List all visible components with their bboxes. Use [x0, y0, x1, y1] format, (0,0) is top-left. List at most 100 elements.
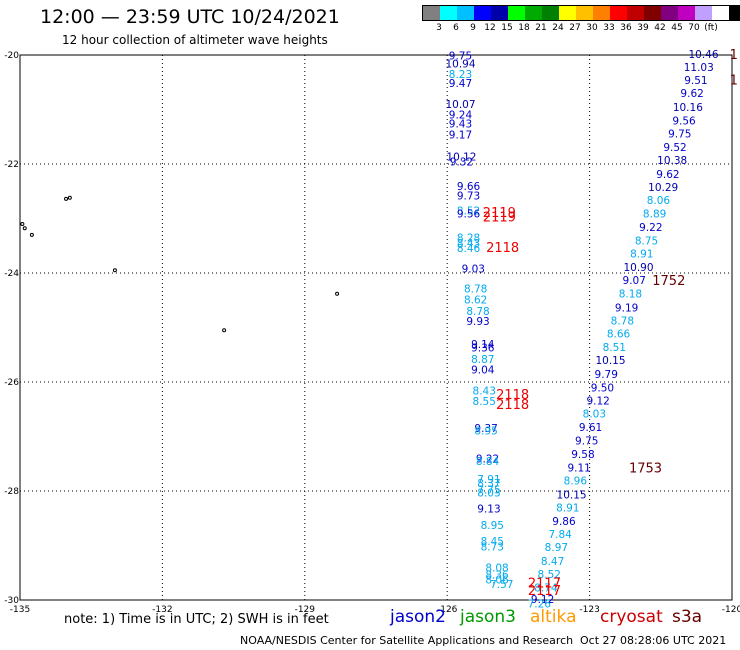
wave-height-value: 10.38 [657, 155, 687, 167]
satellite-label-jason2: jason2 [390, 607, 446, 627]
legend-swatch [712, 6, 729, 20]
legend-swatch [644, 6, 661, 20]
legend-swatch [525, 6, 542, 20]
footnote: note: 1) Time is in UTC; 2) SWH is in fe… [64, 612, 329, 627]
wave-height-value: 8.95 [474, 426, 497, 438]
wave-height-value: 9.19 [615, 302, 638, 314]
wave-height-value: 9.36 [471, 343, 495, 355]
island-marker [20, 221, 25, 226]
longitude-label: -120 [722, 605, 740, 615]
legend-swatch [423, 6, 440, 20]
legend-label: 36 [620, 23, 632, 33]
wave-height-value: 10.07 [445, 99, 475, 111]
legend-swatch [576, 6, 593, 20]
credit-line: NOAA/NESDIS Center for Satellite Applica… [240, 634, 574, 647]
longitude-label: -135 [10, 605, 30, 615]
satellite-label-s3a: s3a [672, 607, 703, 627]
wave-height-value: 8.91 [556, 502, 579, 514]
island-marker [335, 291, 340, 296]
wave-height-value: 8.89 [643, 209, 666, 221]
wave-height-value: 9.22 [639, 222, 662, 234]
wave-height-value: 10.12 [446, 151, 476, 163]
wave-height-value: 8.08 [485, 562, 508, 574]
latitude-label: -28 [4, 487, 19, 497]
legend-label: (ft) [704, 23, 718, 33]
legend-swatch [508, 6, 525, 20]
latitude-label: -26 [4, 378, 19, 388]
pass-number-label: 2117 [528, 584, 561, 599]
wave-height-value: 8.37 [477, 478, 500, 490]
wave-height-value: 8.06 [647, 195, 671, 207]
wave-height-value: 9.12 [531, 594, 554, 606]
wave-height-value: 7.91 [477, 474, 500, 486]
wave-height-value: 7.57 [490, 579, 513, 591]
wave-height-value: 9.75 [449, 51, 472, 63]
wave-height-value: 8.43 [473, 386, 496, 398]
wave-height-value: 9.11 [567, 463, 590, 475]
wave-height-value: 9.47 [449, 78, 472, 90]
wave-height-value: 9.73 [457, 191, 480, 203]
wave-height-value: 10.29 [648, 182, 678, 194]
axis-labels: -135 -132 -129 -126 -123 -120 -20 -22 -24 -26 -28 -… [4, 51, 740, 615]
pass-number-label: 1 [730, 48, 738, 63]
wave-height-value: 8.46 [457, 243, 481, 255]
wave-height-value: 10.15 [557, 489, 587, 501]
wave-height-value: 8.78 [466, 306, 489, 318]
legend-label: 45 [671, 23, 683, 33]
altimeter-tracks: 9.7510.948.239.4710.079.249.439.1710.129… [445, 49, 718, 610]
pass-number-label: 2118 [486, 241, 519, 256]
wave-height-value: 8.06 [485, 574, 509, 586]
wave-height-value: 10.94 [445, 59, 475, 71]
track-west-a: 9.7510.948.239.4710.079.249.439.1710.129… [445, 51, 513, 592]
wave-height-value: 8.87 [471, 354, 494, 366]
wave-height-value: 9.12 [586, 396, 609, 408]
legend-color-bar [422, 5, 740, 21]
legend-label: 30 [586, 23, 598, 33]
wave-height-value: 8.91 [630, 248, 653, 260]
wave-height-value: 8.95 [481, 520, 504, 532]
wave-height-value: 8.47 [541, 556, 564, 568]
pass-number-label: 2119 [483, 206, 516, 221]
wave-height-value: 8.45 [481, 536, 504, 548]
legend-swatch [678, 6, 695, 20]
legend-label: 27 [569, 23, 581, 33]
map-frame [19, 54, 733, 601]
wave-height-value: 8.51 [603, 342, 626, 354]
wave-height-value: 9.43 [449, 119, 472, 131]
wave-height-value: 8.52 [457, 205, 480, 217]
wave-height-value: 9.50 [591, 382, 614, 394]
wave-height-value: 9.66 [457, 181, 481, 193]
island-marker [67, 195, 72, 200]
latitude-label: -20 [4, 51, 19, 61]
legend-swatch [474, 6, 491, 20]
wave-height-value: 8.62 [464, 295, 487, 307]
pass-number-label: 2117 [528, 577, 561, 592]
wave-height-value: 9.17 [449, 130, 472, 142]
pass-number-label: 1753 [629, 462, 662, 477]
wave-height-value: 9.58 [571, 449, 594, 461]
wave-height-value: 9.07 [623, 275, 646, 287]
latitude-label: -30 [4, 596, 19, 606]
wave-height-value: 8.36 [485, 569, 509, 581]
wave-height-value: 10.90 [623, 262, 653, 274]
wave-height-value: 8.84 [476, 456, 500, 468]
wave-height-value: 8.66 [607, 328, 631, 340]
wave-height-value: 9.56 [672, 115, 696, 127]
legend-swatch [440, 6, 457, 20]
wave-height-value: 7.26 [528, 598, 552, 610]
wave-height-value: 8.78 [464, 283, 487, 295]
latitude-label: -24 [4, 269, 19, 279]
legend-label: 24 [552, 23, 564, 33]
wave-height-value: 11.03 [684, 62, 714, 74]
wave-height-value: 9.93 [466, 316, 489, 328]
wave-height-value: 10.16 [673, 102, 703, 114]
satellite-label-jason3: jason3 [460, 607, 516, 627]
wave-height-value: 8.52 [538, 569, 561, 581]
legend-label: 42 [654, 23, 666, 33]
wave-height-value: 8.96 [564, 476, 588, 488]
wave-height-value: 9.79 [595, 369, 618, 381]
island-marker [22, 226, 27, 231]
wave-height-value: 8.28 [457, 233, 480, 245]
